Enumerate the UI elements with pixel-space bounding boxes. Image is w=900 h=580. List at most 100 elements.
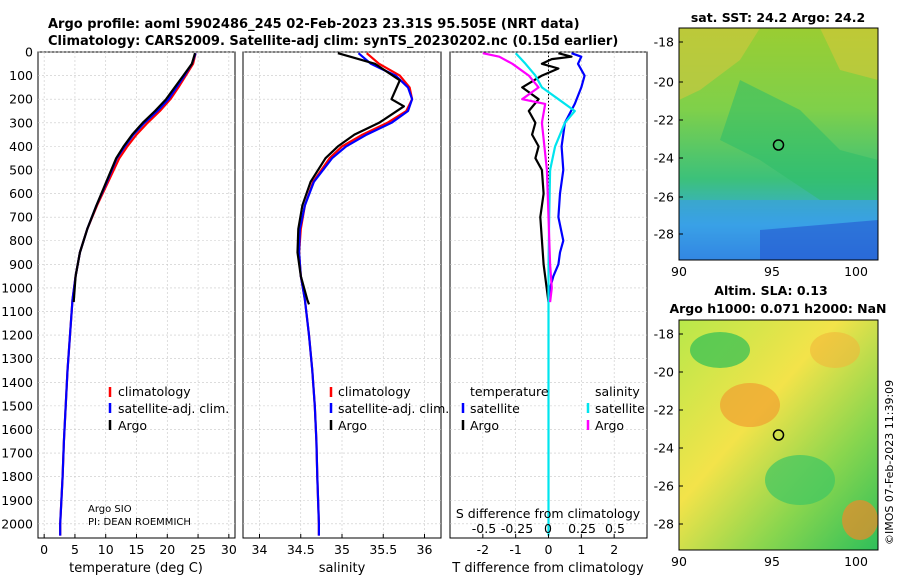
depth-tick-label: 100 [9,68,33,83]
x-tick-label: 5 [71,542,79,557]
sla-high-patch [720,383,780,427]
map-x-tick-label: 100 [844,554,868,569]
map-y-tick-label: -24 [654,151,674,166]
salinity-panel: 34 34.5 35 35.5 36 salinity climatology sate… [242,51,449,576]
series-line [521,52,573,303]
legend-salinity-title: salinity [595,384,640,399]
series-line [298,52,414,536]
x-tick-label: 0 [40,542,48,557]
depth-tick-label: 400 [9,139,33,154]
sla-low-patch [690,332,750,368]
depth-tick-label: 1900 [1,493,33,508]
argo-location-marker [772,139,785,151]
map-y-tick-label: -26 [654,190,674,205]
temperature-legend: climatology satellite-adj. clim. Argo [108,384,229,433]
s-tick-label: -0.5 [472,521,496,536]
credit-argo-sio: Argo SIO [88,504,132,515]
series-line [547,52,586,303]
salinity-grid [243,51,441,538]
difference-series [482,52,586,536]
depth-tick-label: 0 [25,45,33,60]
depth-tick-label: 500 [9,162,33,177]
sla-low-patch [765,455,835,505]
legend-t-satellite: satellite [470,401,520,416]
map-y-tick-label: -20 [654,75,674,90]
s-tick-label: 0.25 [568,521,596,536]
x-tick-label: 2 [610,542,618,557]
x-tick-label: -1 [509,542,521,557]
legend-t-argo: Argo [470,418,499,433]
sst-warm-patch [679,28,760,100]
difference-legend: temperature satellite Argo salinity sate… [461,384,645,433]
salinity-xlabel: salinity [319,561,366,576]
argo-location-marker [772,429,785,441]
map-y-tick-label: -20 [654,365,674,380]
temperature-xlabel: temperature (deg C) [69,561,203,576]
x-tick-label: 1 [577,542,585,557]
temperature-xticks: 0 5 10 15 20 25 30 [40,534,237,557]
series-line [514,52,576,536]
legend-temperature-title: temperature [470,384,549,399]
sst-colder-band [760,220,878,260]
x-tick-label: 36 [417,542,433,557]
legend-climatology: climatology [118,384,191,399]
series-line [482,52,553,303]
difference-s-ticks: -0.5 -0.25 0 0.25 0.5 [472,521,625,536]
x-tick-label: -2 [477,542,489,557]
title-line2: Climatology: CARS2009. Satellite-adj cli… [48,34,618,49]
depth-tick-labels: 0 100 200 300 400 500 600 700 800 900 1000 1100 1200… [1,45,33,532]
s-tick-label: 0.5 [605,521,625,536]
map-y-tick-label: -28 [654,517,674,532]
sst-map-frame [678,27,879,261]
map-x-tick-label: 95 [764,264,780,279]
sst-map-yticks: -18 -20 -22 -24 -26 -28 [654,35,683,242]
salinity-series [296,52,414,536]
depth-tick-label: 800 [9,233,33,248]
x-tick-label: 35 [334,542,350,557]
sla-map-frame [678,319,879,551]
map-y-tick-label: -18 [654,35,674,50]
salinity-xticks: 34 34.5 35 35.5 36 [252,534,433,557]
vertical-credit: ©IMOS 07-Feb-2023 11:39:09 [883,380,896,545]
x-tick-label: 25 [190,542,206,557]
x-tick-label: 0 [545,542,553,557]
depth-tick-label: 1800 [1,469,33,484]
depth-tick-label: 1600 [1,422,33,437]
depth-tick-label: 1700 [1,446,33,461]
sla-high-patch [810,332,860,368]
sst-warm-patch [820,28,878,80]
map-y-tick-label: -26 [654,479,674,494]
x-tick-label: 20 [159,542,175,557]
depth-tick-label: 1500 [1,398,33,413]
sla-map-title1: Altim. SLA: 0.13 [714,283,827,298]
map-y-tick-label: -22 [654,403,674,418]
difference-xlabel-s: S difference from climatology [456,506,641,521]
credit-pi: PI: DEAN ROEMMICH [88,517,191,528]
series-line [296,52,405,305]
sst-map-title: sat. SST: 24.2 Argo: 24.2 [691,10,865,25]
map-y-tick-label: -28 [654,227,674,242]
legend-argo: Argo [118,418,147,433]
sla-map-xticks: 90 95 100 [671,554,868,569]
map-x-tick-label: 100 [844,264,868,279]
difference-panel: -2 -1 0 1 2 T difference from climatology S … [449,51,648,576]
map-x-tick-label: 95 [764,554,780,569]
depth-tick-label: 200 [9,92,33,107]
depth-tick-label: 1100 [1,304,33,319]
legend-s-argo: Argo [595,418,624,433]
depth-tick-label: 600 [9,186,33,201]
legend-argo: Argo [338,418,367,433]
x-tick-label: 35.5 [369,542,397,557]
depth-tick-label: 1400 [1,375,33,390]
map-y-tick-label: -22 [654,113,674,128]
depth-tick-label: 1200 [1,328,33,343]
series-line [72,52,197,303]
map-x-tick-label: 90 [671,554,687,569]
x-tick-label: 30 [221,542,237,557]
x-tick-label: 10 [98,542,114,557]
salinity-legend: climatology satellite-adj. clim. Argo [329,384,449,433]
sst-cool-band [720,80,878,200]
legend-s-satellite: satellite [595,401,645,416]
sla-map-title2: Argo h1000: 0.071 h2000: NaN [669,301,886,316]
